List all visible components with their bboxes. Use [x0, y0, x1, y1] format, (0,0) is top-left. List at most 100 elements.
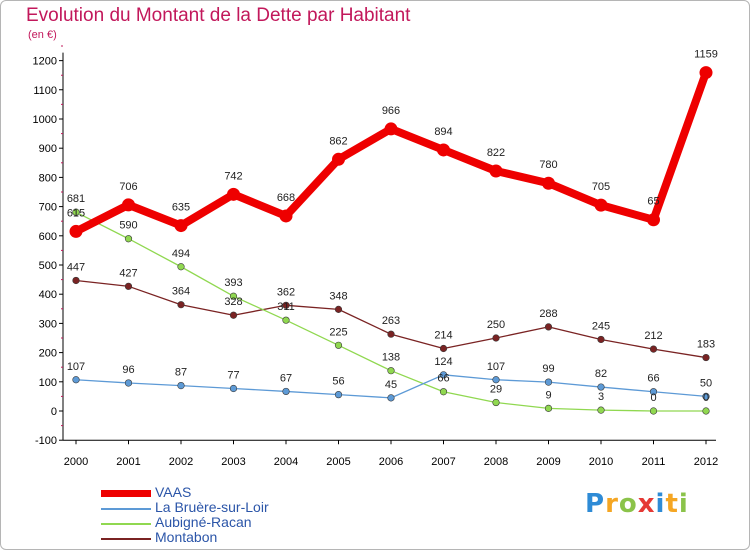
- data-point: [229, 311, 238, 319]
- data-point: [72, 208, 80, 216]
- data-label: 50: [700, 377, 712, 389]
- chart-subtitle: (en €): [28, 29, 57, 41]
- data-label: 0: [703, 392, 709, 404]
- data-label: 3: [598, 391, 604, 403]
- data-point: [72, 276, 80, 285]
- data-label: 87: [175, 367, 187, 379]
- data-point: [649, 388, 658, 396]
- logo-letter: i: [678, 489, 689, 519]
- data-label: 124: [434, 356, 452, 368]
- x-tick-label: 2010: [589, 456, 613, 468]
- data-label: 862: [329, 135, 347, 147]
- proxiti-logo: Proxiti: [585, 489, 689, 519]
- x-tick-label: 2001: [116, 456, 140, 468]
- data-point: [702, 407, 710, 415]
- data-point: [177, 301, 185, 309]
- y-tick-label: 1100: [33, 85, 57, 97]
- data-point: [122, 198, 135, 212]
- y-tick-label: -100: [35, 435, 57, 447]
- data-point: [544, 378, 553, 386]
- data-label: 9: [545, 389, 551, 401]
- legend-label: Montabon: [155, 529, 218, 545]
- data-label: 66: [437, 373, 449, 385]
- data-point: [597, 383, 605, 391]
- x-tick-label: 2012: [694, 456, 718, 468]
- data-point: [597, 406, 605, 414]
- data-point: [177, 263, 185, 271]
- data-point: [387, 367, 395, 375]
- data-point: [174, 219, 188, 233]
- data-point: [489, 164, 503, 178]
- data-point: [69, 224, 83, 238]
- data-point: [384, 122, 398, 136]
- data-point: [282, 316, 290, 324]
- legend-swatch: [101, 508, 151, 510]
- data-label: 635: [172, 202, 190, 214]
- data-point: [279, 209, 293, 223]
- legend-label: Aubigné-Racan: [155, 514, 252, 530]
- data-label: 615: [67, 207, 85, 219]
- data-point: [387, 394, 395, 402]
- data-point: [334, 305, 343, 313]
- data-point: [649, 345, 658, 353]
- data-label: 966: [382, 105, 400, 117]
- data-point: [439, 388, 448, 396]
- data-label: 328: [224, 296, 242, 308]
- x-tick-label: 2002: [169, 456, 193, 468]
- logo-letter: o: [618, 489, 638, 519]
- logo-letter: t: [665, 489, 679, 519]
- y-tick-label: 500: [39, 260, 57, 272]
- legend-swatch: [101, 490, 151, 497]
- data-point: [282, 301, 290, 309]
- data-point: [124, 379, 133, 387]
- data-label: 107: [67, 361, 85, 373]
- data-label: 822: [487, 147, 505, 159]
- data-label: 706: [119, 181, 137, 193]
- data-label: 66: [647, 373, 659, 385]
- data-label: 107: [487, 361, 505, 373]
- data-point: [439, 371, 448, 379]
- y-tick-label: 900: [39, 143, 57, 155]
- data-label: 393: [224, 277, 242, 289]
- x-tick-label: 2000: [64, 456, 88, 468]
- data-label: 894: [434, 126, 452, 138]
- data-point: [542, 176, 555, 190]
- logo-letter: r: [605, 489, 619, 519]
- chart-legend: VAAS La Bruère-sur-Loir Aubigné-Racan Monta…: [101, 484, 361, 546]
- data-label: 263: [382, 315, 400, 327]
- x-tick-label: 2008: [484, 456, 508, 468]
- y-tick-label: 1000: [33, 114, 57, 126]
- data-label: 494: [172, 248, 190, 260]
- data-point: [332, 152, 345, 166]
- data-point: [439, 344, 448, 353]
- data-label: 0: [650, 392, 656, 404]
- data-label: 56: [332, 376, 344, 388]
- data-point: [334, 341, 343, 349]
- data-label: 288: [539, 308, 557, 320]
- logo-letter: P: [585, 489, 606, 519]
- data-label: 590: [119, 220, 137, 232]
- x-tick-label: 2009: [536, 456, 560, 468]
- data-point: [437, 143, 450, 157]
- y-tick-label: 400: [39, 289, 57, 301]
- y-tick-label: 1200: [33, 56, 57, 68]
- data-point: [227, 187, 240, 201]
- data-label: 45: [385, 379, 397, 391]
- data-point: [647, 213, 660, 227]
- legend-item: Montabon: [101, 529, 361, 546]
- data-label: 780: [539, 159, 557, 171]
- data-label: 1159: [694, 49, 718, 61]
- data-point: [544, 323, 553, 331]
- logo-letter: x: [637, 489, 656, 519]
- data-point: [594, 198, 608, 212]
- data-label: 427: [119, 267, 137, 279]
- data-label: 362: [277, 286, 295, 298]
- data-label: 250: [487, 319, 505, 331]
- data-label: 742: [224, 170, 242, 182]
- data-label: 214: [434, 330, 452, 342]
- data-label: 668: [277, 192, 295, 204]
- y-tick-label: 800: [39, 172, 57, 184]
- data-label: 65: [647, 196, 659, 208]
